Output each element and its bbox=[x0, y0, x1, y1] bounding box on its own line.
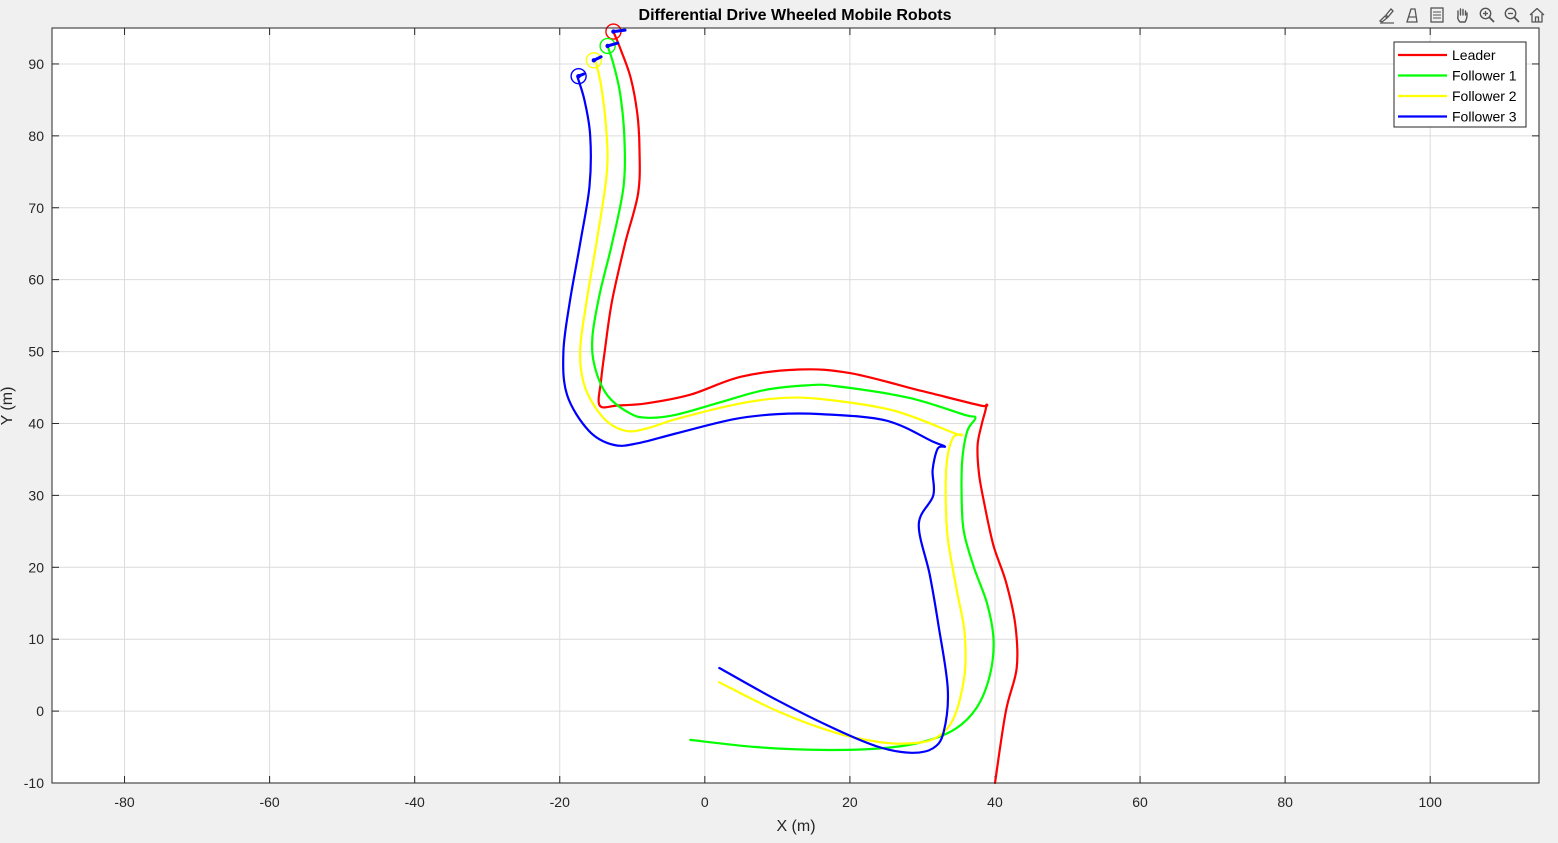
legend-label: Follower 3 bbox=[1452, 109, 1517, 125]
x-tick-label: 0 bbox=[701, 794, 709, 810]
series-line-follower-1 bbox=[590, 44, 995, 752]
y-tick-label: 90 bbox=[28, 56, 44, 72]
x-tick-label: 60 bbox=[1132, 794, 1148, 810]
y-tick-label: 30 bbox=[28, 487, 44, 503]
robot-center-follower-2 bbox=[591, 58, 597, 63]
x-tick-label: -80 bbox=[114, 794, 134, 810]
home-icon[interactable] bbox=[1526, 4, 1548, 26]
legend-toggle-icon[interactable] bbox=[1426, 4, 1448, 26]
legend-label: Follower 1 bbox=[1452, 68, 1517, 84]
marker-layer bbox=[570, 23, 627, 85]
legend-label: Follower 2 bbox=[1452, 88, 1517, 104]
pan-icon[interactable] bbox=[1451, 4, 1473, 26]
x-tick-label: 20 bbox=[842, 794, 858, 810]
y-tick-label: 0 bbox=[36, 703, 44, 719]
x-axis-label: X (m) bbox=[776, 818, 815, 835]
legend-label: Leader bbox=[1452, 47, 1496, 63]
data-tip-icon[interactable] bbox=[1401, 4, 1423, 26]
legend-box bbox=[1393, 41, 1527, 128]
y-tick-label: 70 bbox=[28, 200, 44, 216]
y-tick-label: 80 bbox=[28, 128, 44, 144]
y-tick-label: 10 bbox=[28, 631, 44, 647]
chart-title: Differential Drive Wheeled Mobile Robots bbox=[639, 7, 952, 24]
robot-center-leader bbox=[611, 29, 616, 34]
y-tick-label: 50 bbox=[28, 344, 44, 360]
y-tick-label: -10 bbox=[24, 775, 44, 791]
series-line-follower-3 bbox=[562, 75, 950, 754]
robot-marker-follower-3 bbox=[570, 67, 587, 85]
robot-center-follower-3 bbox=[576, 73, 581, 79]
legend[interactable]: Leader Follower 1 Follower 2 Follower 3 bbox=[1393, 41, 1527, 128]
x-tick-label: -60 bbox=[259, 794, 279, 810]
x-tick-label: 80 bbox=[1277, 794, 1293, 810]
axes-toolbar bbox=[1376, 4, 1548, 26]
series-line-leader bbox=[597, 30, 1019, 785]
x-tick-label: 40 bbox=[987, 794, 1003, 810]
y-axis-label: Y (m) bbox=[0, 387, 16, 426]
zoom-out-icon[interactable] bbox=[1501, 4, 1523, 26]
series-line-follower-2 bbox=[578, 59, 967, 745]
y-tick-label: 20 bbox=[28, 559, 44, 575]
robot-marker-follower-2 bbox=[585, 52, 603, 69]
legend-items: Leader Follower 1 Follower 2 Follower 3 bbox=[1398, 47, 1517, 125]
series-layer bbox=[562, 30, 1019, 785]
zoom-in-icon[interactable] bbox=[1476, 4, 1498, 26]
axes-background bbox=[52, 28, 1539, 783]
y-tick-label: 40 bbox=[28, 415, 44, 431]
x-tick-label: -20 bbox=[550, 794, 570, 810]
brush-icon[interactable] bbox=[1376, 4, 1398, 26]
robot-center-follower-1 bbox=[605, 43, 610, 49]
tick-layer: -80 -60 -40 -20 0 20 40 60 80 100 -10 0 10 20 30 40 50 60… bbox=[24, 28, 1539, 810]
axes-box bbox=[51, 27, 1540, 784]
x-tick-label: 100 bbox=[1419, 794, 1443, 810]
y-tick-label: 60 bbox=[28, 272, 44, 288]
x-tick-label: -40 bbox=[405, 794, 425, 810]
robot-marker-follower-1 bbox=[599, 37, 616, 55]
